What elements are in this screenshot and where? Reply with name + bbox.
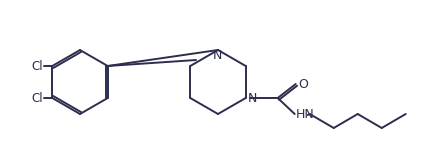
Text: N: N — [248, 92, 257, 104]
Text: N: N — [212, 49, 222, 62]
Text: O: O — [299, 77, 308, 90]
Text: HN: HN — [296, 108, 314, 120]
Text: Cl: Cl — [32, 59, 43, 72]
Text: Cl: Cl — [32, 92, 43, 104]
